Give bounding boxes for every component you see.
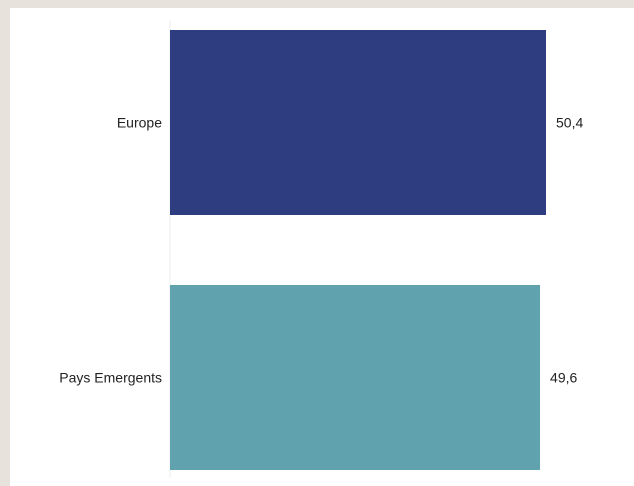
bar-chart: Europe 50,4 Pays Emergents 49,6 bbox=[59, 20, 583, 478]
bar-europe bbox=[170, 30, 546, 215]
category-label: Europe bbox=[117, 115, 162, 131]
chart-panel: Europe 50,4 Pays Emergents 49,6 bbox=[10, 8, 634, 486]
bars-group: Europe 50,4 Pays Emergents 49,6 bbox=[59, 30, 583, 470]
value-label: 50,4 bbox=[556, 115, 583, 131]
bar-pays-emergents bbox=[170, 285, 541, 470]
value-label: 49,6 bbox=[550, 370, 577, 386]
category-label: Pays Emergents bbox=[59, 370, 162, 386]
